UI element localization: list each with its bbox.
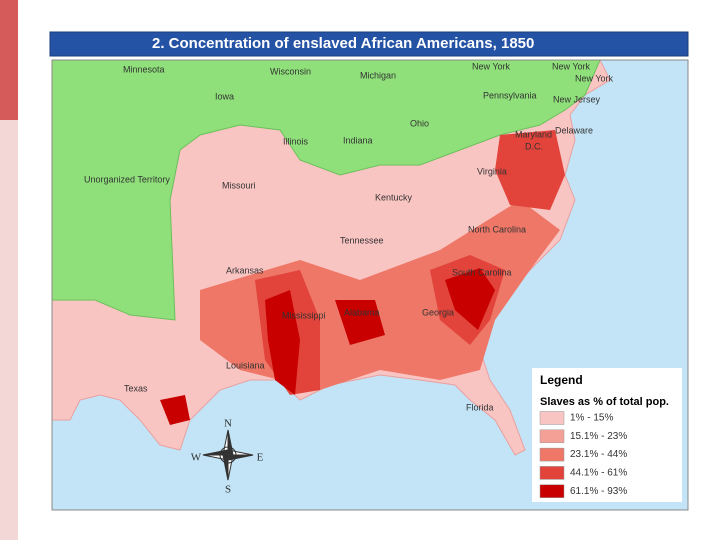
legend-title: Legend	[540, 373, 583, 387]
region-tx	[160, 395, 190, 425]
compass: N E S W	[191, 418, 264, 496]
compass-e: E	[257, 452, 264, 464]
state-label: New York	[472, 61, 511, 71]
state-label: Virginia	[477, 166, 507, 176]
legend-swatch	[539, 484, 565, 498]
state-label: Unorganized Territory	[84, 174, 170, 184]
legend-entries: 1% - 15% 15.1% - 23% 23.1% - 44% 44.1% - 61…	[539, 411, 627, 498]
legend-swatch	[539, 411, 565, 425]
map-labels: Minnesota Wisconsin Michigan New York New Yo…	[84, 61, 614, 412]
legend-label: 61.1% - 93%	[570, 486, 627, 497]
state-label: Mississippi	[282, 310, 326, 320]
state-label: Michigan	[360, 70, 396, 80]
side-strip	[0, 0, 18, 540]
compass-w: W	[191, 452, 202, 464]
region-sc-core	[445, 268, 495, 330]
state-label: Ohio	[410, 118, 429, 128]
legend-label: 1% - 15%	[570, 413, 613, 424]
state-label: North Carolina	[468, 224, 526, 234]
state-label: D.C.	[525, 141, 543, 151]
state-label: New York	[575, 73, 614, 83]
legend-subtitle: Slaves as % of total pop.	[540, 396, 669, 408]
state-label: New Jersey	[553, 94, 601, 104]
state-label: Indiana	[343, 135, 373, 145]
state-label: Georgia	[422, 307, 454, 317]
title: 2. Concentration of enslaved African Ame…	[152, 35, 534, 52]
state-label: Maryland	[515, 129, 552, 139]
state-label: Illinois	[283, 136, 309, 146]
region-al	[335, 300, 385, 345]
legend-swatch	[539, 429, 565, 444]
state-label: New York	[552, 61, 591, 71]
map-frame	[51, 59, 689, 511]
compass-s: S	[225, 484, 231, 496]
title-bar	[49, 31, 689, 57]
legend-swatch	[539, 466, 565, 480]
state-label: Iowa	[215, 91, 234, 101]
state-label: Kentucky	[375, 192, 413, 202]
legend-label: 15.1% - 23%	[570, 431, 627, 442]
state-label: Arkansas	[226, 265, 264, 275]
legend-label: 23.1% - 44%	[570, 449, 627, 460]
region-delta	[265, 290, 300, 395]
free-states	[51, 59, 601, 321]
state-label: Alabama	[344, 307, 380, 317]
state-label: Minnesota	[123, 64, 165, 74]
state-label: Tennessee	[340, 235, 384, 245]
state-label: South Carolina	[452, 267, 512, 277]
compass-n: N	[224, 418, 232, 430]
side-strip-top	[0, 0, 18, 120]
region-va	[495, 130, 565, 210]
state-label: Texas	[124, 383, 148, 393]
legend-swatch	[539, 447, 565, 462]
state-label: Wisconsin	[270, 66, 311, 76]
state-label: Missouri	[222, 180, 256, 190]
state-label: Pennsylvania	[483, 90, 537, 100]
legend-label: 44.1% - 61%	[570, 468, 627, 479]
state-label: Delaware	[555, 125, 593, 135]
state-label: Florida	[466, 402, 494, 412]
state-label: Louisiana	[226, 360, 265, 370]
